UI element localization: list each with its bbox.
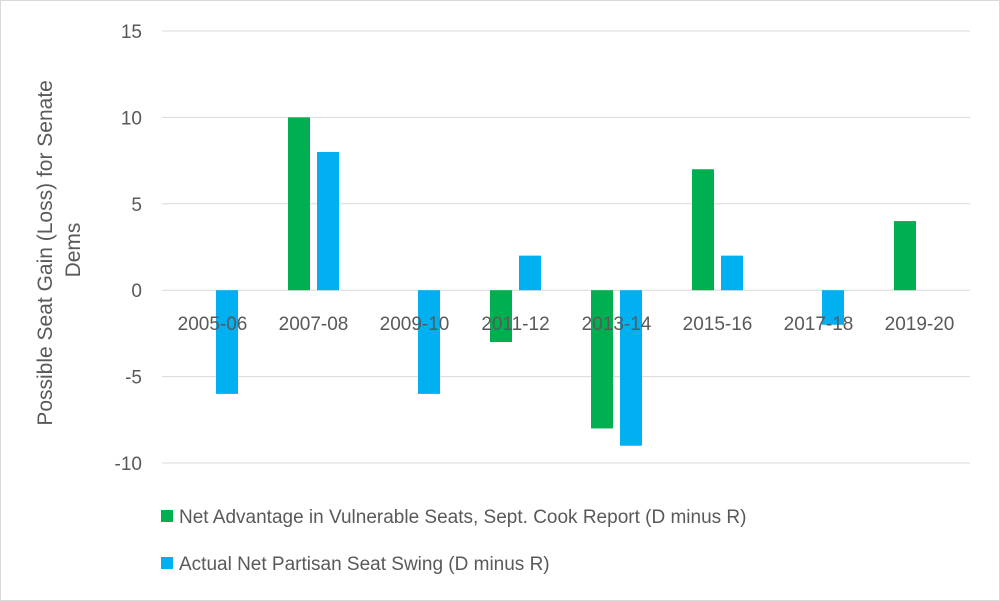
x-tick-label: 2019-20 — [885, 314, 955, 335]
bar-series-2-2017-18 — [822, 290, 844, 325]
x-tick-label: 2007-08 — [279, 314, 349, 335]
y-tick-label: 10 — [121, 108, 142, 129]
y-axis-title: Possible Seat Gain (Loss) for Senate Dem… — [34, 74, 85, 425]
bar-series-2-2013-14 — [620, 290, 642, 446]
y-tick-label: -10 — [115, 454, 142, 475]
x-tick-label: 2011-12 — [481, 314, 549, 335]
x-tick-label: 2017-18 — [784, 314, 854, 335]
y-tick-labels: 15 10 5 0 -5 -10 — [115, 22, 142, 475]
x-tick-labels: 2005-06 2007-08 2009-10 2011-12 2013-14 2015-… — [178, 314, 955, 335]
y-axis-title-line-2: Dems — [62, 223, 85, 278]
x-tick-label: 2005-06 — [178, 314, 248, 335]
legend-item-series-1: Net Advantage in Vulnerable Seats, Sept.… — [161, 507, 746, 528]
bar-series-2-2007-08 — [317, 151, 339, 291]
bars — [216, 117, 916, 446]
bar-series-1-2011-12 — [490, 290, 512, 343]
gridlines — [162, 30, 970, 464]
bar-series-1-2015-16 — [692, 169, 714, 291]
legend-label-series-2: Actual Net Partisan Seat Swing (D minus … — [179, 554, 550, 575]
y-tick-label: 5 — [131, 195, 142, 216]
y-tick-label: -5 — [125, 368, 142, 389]
bar-series-1-2013-14 — [591, 290, 613, 429]
bar-series-2-2015-16 — [721, 255, 743, 291]
y-tick-label: 0 — [131, 281, 142, 302]
bar-series-2-2009-10 — [418, 290, 440, 394]
legend-swatch-series-2 — [161, 557, 173, 569]
bar-series-2-2011-12 — [519, 255, 541, 291]
y-tick-label: 15 — [121, 22, 142, 43]
legend-label-series-1: Net Advantage in Vulnerable Seats, Sept.… — [179, 507, 746, 528]
legend-item-series-2: Actual Net Partisan Seat Swing (D minus … — [161, 554, 550, 575]
x-tick-label: 2013-14 — [582, 314, 652, 335]
x-tick-label: 2015-16 — [683, 314, 753, 335]
bar-series-2-2005-06 — [216, 290, 238, 394]
y-axis-title-line-1: Possible Seat Gain (Loss) for Senate — [34, 80, 57, 426]
bar-series-1-2019-20 — [894, 221, 916, 291]
bar-series-1-2007-08 — [288, 117, 310, 291]
legend: Net Advantage in Vulnerable Seats, Sept.… — [161, 507, 746, 575]
legend-swatch-series-1 — [161, 510, 173, 522]
x-tick-label: 2009-10 — [380, 314, 450, 335]
